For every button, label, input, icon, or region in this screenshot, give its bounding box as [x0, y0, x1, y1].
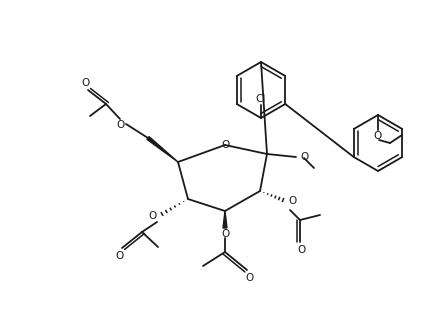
Text: O: O [288, 196, 296, 206]
Text: O: O [245, 273, 253, 283]
Text: Cl: Cl [256, 94, 266, 104]
Text: O: O [300, 152, 308, 162]
Polygon shape [223, 211, 227, 228]
Text: O: O [149, 211, 157, 221]
Text: O: O [222, 229, 230, 239]
Text: O: O [297, 245, 305, 255]
Text: O: O [81, 78, 89, 88]
Text: O: O [115, 251, 123, 261]
Text: O: O [374, 131, 382, 141]
Text: O: O [117, 120, 125, 130]
Polygon shape [147, 137, 178, 162]
Text: O: O [221, 140, 229, 150]
